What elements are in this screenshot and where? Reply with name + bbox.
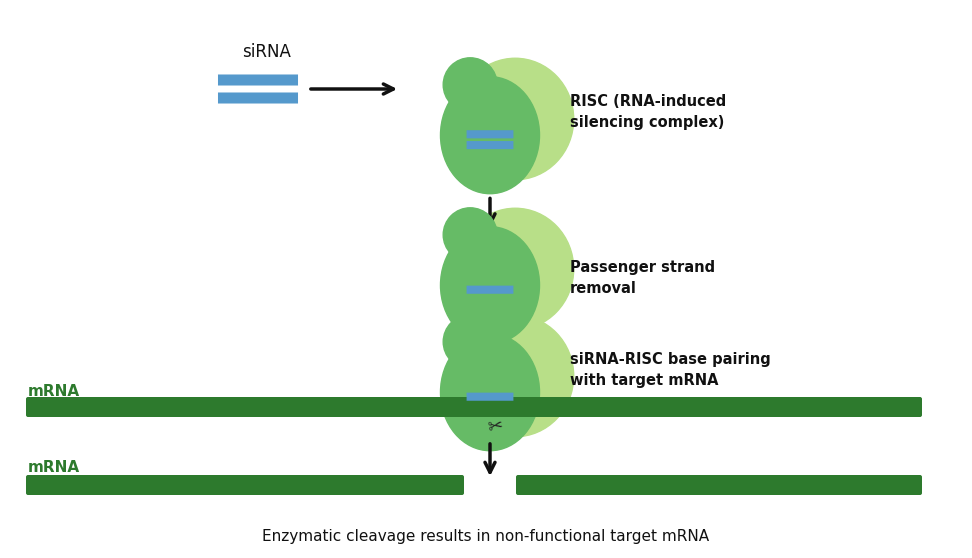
Text: ✂: ✂ (486, 417, 504, 437)
Circle shape (443, 58, 498, 112)
Ellipse shape (440, 227, 539, 344)
Circle shape (485, 210, 535, 260)
Text: mRNA: mRNA (28, 384, 80, 400)
FancyBboxPatch shape (467, 130, 513, 138)
FancyBboxPatch shape (218, 93, 298, 104)
Ellipse shape (440, 334, 539, 451)
FancyBboxPatch shape (26, 397, 922, 417)
Ellipse shape (457, 58, 573, 180)
Ellipse shape (457, 315, 573, 437)
Text: Enzymatic cleavage results in non-functional target mRNA: Enzymatic cleavage results in non-functi… (262, 528, 710, 543)
Circle shape (485, 316, 535, 367)
Circle shape (485, 60, 535, 110)
Ellipse shape (440, 76, 539, 194)
Text: RISC (RNA-induced
silencing complex): RISC (RNA-induced silencing complex) (570, 94, 726, 130)
Circle shape (443, 315, 498, 369)
FancyBboxPatch shape (467, 393, 513, 401)
FancyBboxPatch shape (218, 74, 298, 85)
FancyBboxPatch shape (467, 286, 513, 294)
FancyBboxPatch shape (516, 475, 922, 495)
Text: siRNA: siRNA (242, 43, 291, 61)
Text: mRNA: mRNA (28, 459, 80, 474)
Text: Passenger strand
removal: Passenger strand removal (570, 260, 715, 296)
Ellipse shape (457, 208, 573, 330)
Circle shape (443, 208, 498, 262)
Text: siRNA-RISC base pairing
with target mRNA: siRNA-RISC base pairing with target mRNA (570, 352, 771, 388)
FancyBboxPatch shape (467, 141, 513, 149)
FancyBboxPatch shape (26, 475, 464, 495)
